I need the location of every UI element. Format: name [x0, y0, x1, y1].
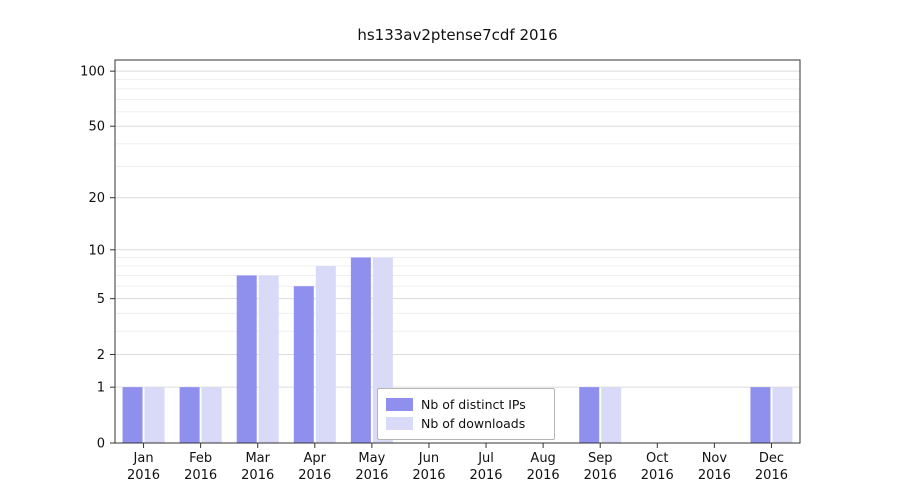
x-tick-label-month: Mar: [245, 451, 270, 466]
legend-label: Nb of distinct IPs: [421, 397, 526, 412]
bar-distinct-ips-Dec: [750, 387, 771, 443]
bar-downloads-Jan: [144, 387, 165, 443]
bar-distinct-ips-Sep: [579, 387, 600, 443]
y-tick-label: 50: [88, 120, 105, 135]
bar-downloads-Dec: [772, 387, 793, 443]
bar-distinct-ips-May: [350, 257, 371, 443]
y-tick-label: 1: [97, 381, 105, 396]
plot-frame: [114, 59, 801, 444]
chart-title: hs133av2ptense7cdf 2016: [357, 26, 558, 44]
bar-distinct-ips-Feb: [179, 387, 200, 443]
legend-item: Nb of downloads: [386, 414, 546, 433]
x-tick-label-year: 2016: [584, 468, 617, 483]
legend-item: Nb of distinct IPs: [386, 395, 546, 414]
y-tick-label: 2: [97, 348, 105, 363]
x-tick-label-month: Sep: [588, 451, 613, 466]
bar-downloads-Apr: [315, 265, 336, 443]
x-tick-label-month: Feb: [189, 451, 212, 466]
x-tick-label-year: 2016: [241, 468, 274, 483]
y-tick-label: 100: [80, 65, 105, 80]
x-tick-label-year: 2016: [469, 468, 502, 483]
x-tick-label-month: Apr: [304, 451, 327, 466]
x-tick-label-year: 2016: [698, 468, 731, 483]
y-tick-label: 10: [88, 243, 105, 258]
x-tick-label-month: Jan: [133, 451, 154, 466]
x-tick-label-month: Aug: [530, 451, 555, 466]
bar-downloads-Feb: [201, 387, 222, 443]
x-tick-label-year: 2016: [527, 468, 560, 483]
bar-downloads-Sep: [601, 387, 622, 443]
x-tick-label-month: Nov: [702, 451, 728, 466]
y-tick-label: 0: [97, 437, 105, 452]
x-tick-label-month: Jun: [418, 451, 439, 466]
x-tick-label-month: Oct: [646, 451, 668, 466]
y-tick-label: 20: [88, 191, 105, 206]
x-tick-label-year: 2016: [184, 468, 217, 483]
x-tick-label-year: 2016: [298, 468, 331, 483]
x-tick-label-year: 2016: [412, 468, 445, 483]
y-tick-label: 5: [97, 292, 105, 307]
legend-label: Nb of downloads: [421, 416, 526, 431]
x-tick-label-year: 2016: [641, 468, 674, 483]
x-tick-label-year: 2016: [127, 468, 160, 483]
x-tick-label-year: 2016: [355, 468, 388, 483]
x-tick-label-month: Jul: [477, 451, 494, 466]
legend-swatch-downloads: [386, 417, 413, 430]
x-tick-label-month: Dec: [759, 451, 784, 466]
bar-distinct-ips-Mar: [236, 275, 257, 443]
legend-swatch-distinct-ips: [386, 398, 413, 411]
x-tick-label-month: May: [358, 451, 385, 466]
bar-distinct-ips-Apr: [293, 286, 314, 443]
legend: Nb of distinct IPs Nb of downloads: [377, 388, 555, 440]
x-tick-label-year: 2016: [755, 468, 788, 483]
bar-downloads-Mar: [258, 275, 279, 443]
bar-distinct-ips-Jan: [122, 387, 143, 443]
